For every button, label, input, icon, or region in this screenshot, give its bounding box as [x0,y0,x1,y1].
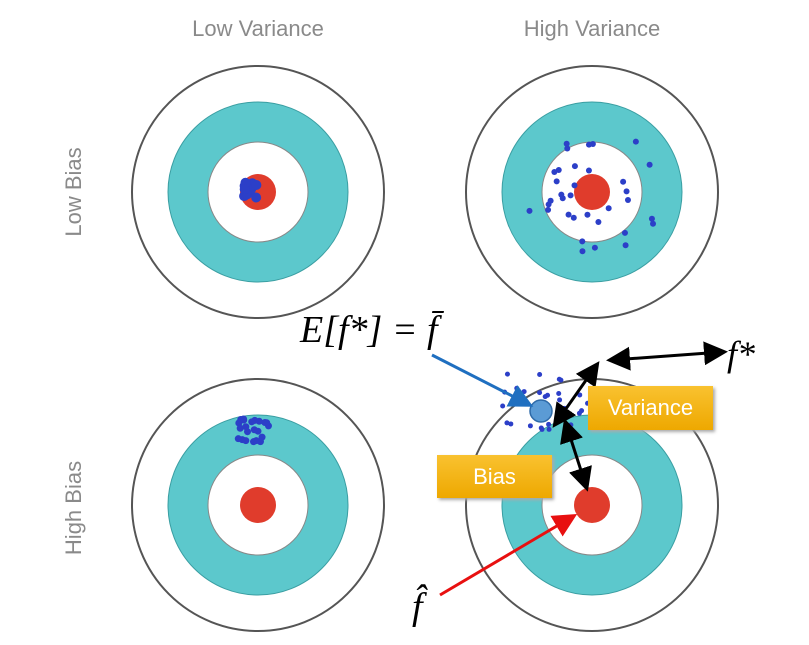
sample-dot [547,197,554,204]
sample-dot [558,191,565,198]
sample-dot [585,167,592,174]
arrow [560,418,592,492]
bullseye [240,487,276,523]
sample-dot [251,192,262,203]
f-hat-label: f̂ [412,586,423,628]
row-label: High Bias [61,461,86,555]
sample-dot [236,424,244,432]
arrow [552,361,600,428]
sample-dot [251,180,262,191]
sample-dot [546,421,552,427]
column-label: High Variance [524,16,661,41]
sample-dot [646,161,653,168]
sample-dot [234,435,242,443]
sample-dot [242,437,250,445]
sample-dot [563,140,570,147]
sample-dot [591,244,598,251]
mean-dot [529,399,553,423]
sample-dot [248,418,256,426]
sample-dot [261,419,269,427]
sample-dot [500,403,506,409]
sample-dot [579,248,586,255]
sample-dot [551,168,558,175]
sample-dot [571,182,578,189]
bullseye [574,174,610,210]
sample-dot [648,215,655,222]
sample-dot [624,196,631,203]
sample-dot [557,397,563,403]
sample-dot [568,422,574,428]
column-label: Low Variance [192,16,324,41]
sample-dot [252,437,260,445]
sample-dot [504,420,510,426]
row-label: Low Bias [61,147,86,236]
sample-dot [565,211,572,218]
bullseye [574,487,610,523]
sample-dot [537,390,543,396]
arrow [431,353,534,407]
expected-label: E[f*] = f̄ [300,309,438,351]
sample-dot [504,371,510,377]
sample-dot [632,138,639,145]
bias-box: Bias [437,455,552,498]
sample-dot [240,415,248,423]
f-star-label: f* [727,334,756,374]
variance-box: Variance [588,386,713,430]
sample-dot [564,145,571,152]
sample-dot [650,220,657,227]
sample-dot [546,426,552,432]
sample-dot [623,188,630,195]
sample-dot [526,207,533,214]
sample-dot [622,242,629,249]
sample-dot [584,211,591,218]
sample-dot [605,205,612,212]
sample-dot [545,206,552,213]
sample-dot [570,214,577,221]
sample-dot [527,423,533,429]
sample-dot [621,229,628,236]
sample-dot [250,426,258,434]
sample-dot [553,178,560,185]
sample-dot [514,385,520,391]
sample-dot [556,390,562,396]
sample-dot [567,192,574,199]
arrow [606,341,728,371]
sample-dot [579,238,586,245]
sample-dot [542,394,548,400]
sample-dot [508,421,514,427]
sample-dot [620,178,627,185]
sample-dot [576,410,582,416]
arrow [439,513,578,597]
sample-dot [595,219,602,226]
sample-dot [521,389,527,395]
sample-dot [255,417,263,425]
sample-dot [558,377,564,383]
sample-dot [565,414,571,420]
sample-dot [537,372,543,378]
sample-dot [571,163,578,170]
sample-dot [539,426,545,432]
sample-dot [242,423,250,431]
sample-dot [585,141,592,148]
sample-dot [239,184,250,195]
